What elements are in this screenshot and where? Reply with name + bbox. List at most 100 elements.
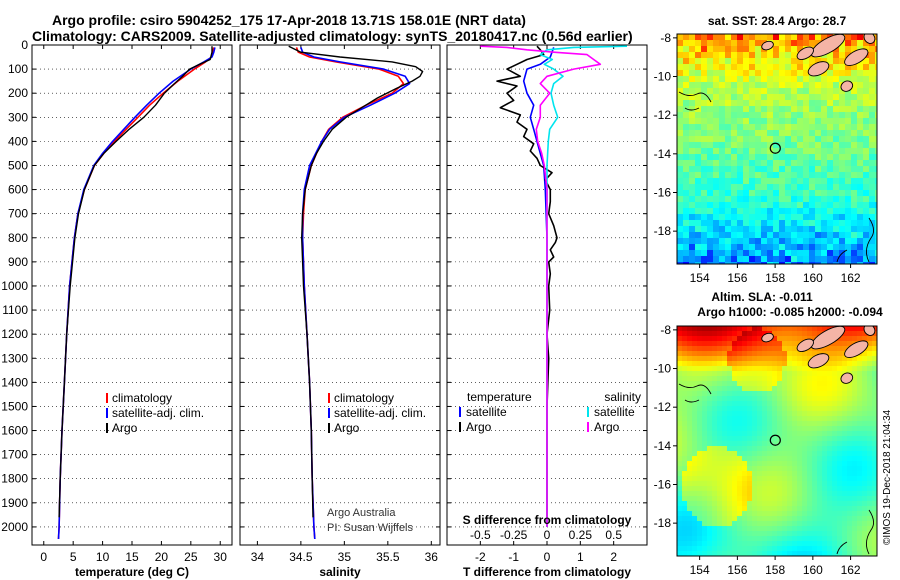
heatmap-cell (717, 481, 723, 487)
heatmap-cell (869, 94, 876, 101)
heatmap-cell (797, 481, 803, 487)
heatmap-cell (701, 262, 708, 264)
depth-tick-label: 0 (21, 38, 28, 52)
heatmap-cell (872, 371, 877, 377)
heatmap-cell (872, 446, 877, 452)
s-tick-label: -0.25 (500, 528, 528, 542)
heatmap-cell (809, 160, 816, 167)
heatmap-cell (787, 341, 793, 347)
heatmap-cell (867, 531, 873, 537)
heatmap-cell (857, 361, 863, 367)
heatmap-cell (713, 94, 720, 101)
heatmap-cell (737, 501, 743, 507)
heatmap-cell (787, 326, 793, 332)
depth-tick-label: 400 (8, 134, 28, 148)
heatmap-cell (719, 40, 726, 47)
heatmap-cell (707, 112, 714, 119)
heatmap-cell (797, 536, 803, 542)
heatmap-cell (815, 262, 822, 264)
heatmap-cell (707, 341, 713, 347)
heatmap-cell (677, 476, 683, 482)
heatmap-cell (875, 250, 877, 257)
heatmap-cell (682, 346, 688, 352)
heatmap-cell (797, 184, 804, 191)
heatmap-cell (682, 376, 688, 382)
heatmap-cell (842, 441, 848, 447)
heatmap-cell (762, 486, 768, 492)
heatmap-cell (875, 232, 877, 239)
heatmap-cell (757, 471, 763, 477)
heatmap-cell (757, 496, 763, 502)
heatmap-cell (687, 551, 693, 556)
heatmap-cell (731, 256, 738, 263)
heatmap-cell (692, 551, 698, 556)
heatmap-cell (852, 506, 858, 512)
heatmap-cell (847, 406, 853, 412)
heatmap-cell (747, 416, 753, 422)
heatmap-cell (832, 426, 838, 432)
heatmap-cell (732, 351, 738, 357)
heatmap-cell (725, 262, 732, 264)
heatmap-cell (707, 331, 713, 337)
heatmap-cell (747, 361, 753, 367)
heatmap-cell (749, 172, 756, 179)
heatmap-cell (792, 456, 798, 462)
heatmap-cell (802, 431, 808, 437)
heatmap-cell (792, 551, 798, 556)
heatmap-cell (757, 426, 763, 432)
heatmap-cell (677, 436, 683, 442)
heatmap-cell (692, 496, 698, 502)
heatmap-cell (852, 416, 858, 422)
heatmap-cell (797, 396, 803, 402)
heatmap-cell (677, 118, 684, 125)
heatmap-cell (827, 208, 834, 215)
heatmap-cell (737, 214, 744, 221)
heatmap-cell (752, 436, 758, 442)
heatmap-cell (792, 386, 798, 392)
heatmap-cell (832, 446, 838, 452)
heatmap-cell (697, 461, 703, 467)
heatmap-cell (847, 381, 853, 387)
heatmap-cell (727, 366, 733, 372)
heatmap-cell (815, 136, 822, 143)
depth-contour (678, 91, 712, 111)
heatmap-cell (862, 506, 868, 512)
heatmap-cell (872, 456, 877, 462)
heatmap-cell (827, 82, 834, 89)
heatmap-cell (852, 436, 858, 442)
heatmap-cell (761, 70, 768, 77)
heatmap-cell (737, 40, 744, 47)
heatmap-cell (761, 220, 768, 227)
heatmap-cell (695, 46, 702, 53)
heatmap-cell (752, 451, 758, 457)
heatmap-cell (731, 220, 738, 227)
heatmap-cell (832, 351, 838, 357)
heatmap-cell (785, 106, 792, 113)
heatmap-cell (812, 546, 818, 552)
heatmap-cell (797, 34, 804, 41)
heatmap-cell (722, 371, 728, 377)
heatmap-cell (742, 406, 748, 412)
heatmap-cell (782, 521, 788, 527)
heatmap-cell (791, 244, 798, 251)
heatmap-cell (737, 336, 743, 342)
heatmap-cell (842, 476, 848, 482)
legend-label: Argo (112, 421, 138, 435)
heatmap-cell (787, 491, 793, 497)
heatmap-cell (803, 88, 810, 95)
heatmap-cell (833, 58, 840, 65)
heatmap-cell (767, 536, 773, 542)
heatmap-cell (682, 526, 688, 532)
heatmap-cell (827, 148, 834, 155)
heatmap-cell (742, 481, 748, 487)
legend-label: satellite-adj. clim. (334, 406, 426, 420)
heatmap-cell (757, 461, 763, 467)
heatmap-cell (762, 516, 768, 522)
heatmap-cell (832, 421, 838, 427)
heatmap-cell (802, 326, 808, 332)
heatmap-cell (832, 546, 838, 552)
heatmap-cell (767, 486, 773, 492)
heatmap-cell (785, 58, 792, 65)
heatmap-cell (727, 451, 733, 457)
heatmap-cell (867, 381, 873, 387)
